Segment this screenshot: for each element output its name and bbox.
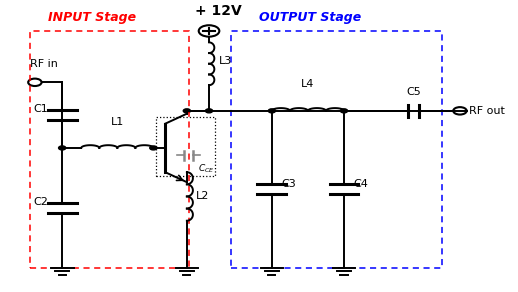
Circle shape: [340, 109, 348, 113]
Text: $C_{CE}$: $C_{CE}$: [198, 162, 214, 175]
Text: RF out: RF out: [469, 106, 505, 116]
Bar: [231, 31, 442, 268]
Text: C4: C4: [353, 179, 368, 189]
Text: C2: C2: [34, 197, 49, 207]
Text: C5: C5: [406, 87, 421, 97]
Text: RF in: RF in: [30, 60, 57, 69]
Circle shape: [206, 109, 212, 113]
Text: OUTPUT Stage: OUTPUT Stage: [259, 11, 361, 24]
Circle shape: [268, 109, 276, 113]
Text: L4: L4: [301, 79, 314, 89]
Text: C3: C3: [281, 179, 296, 189]
Text: L1: L1: [111, 117, 124, 126]
Circle shape: [183, 109, 191, 113]
Circle shape: [59, 146, 66, 150]
Bar: [156, 117, 215, 176]
Bar: [30, 31, 190, 268]
Text: L3: L3: [219, 56, 233, 66]
Text: L2: L2: [196, 192, 209, 201]
Circle shape: [150, 146, 157, 150]
Text: + 12V: + 12V: [195, 4, 241, 18]
Text: C1: C1: [34, 105, 49, 114]
Text: INPUT Stage: INPUT Stage: [48, 11, 136, 24]
